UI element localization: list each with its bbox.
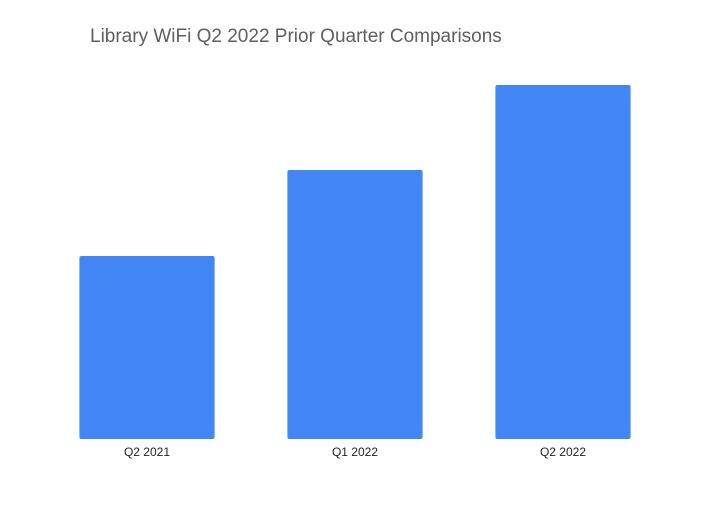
chart-title: Library WiFi Q2 2022 Prior Quarter Compa… xyxy=(90,26,502,47)
bar xyxy=(495,85,631,439)
x-tick-label: Q2 2022 xyxy=(540,445,586,459)
bar xyxy=(79,256,215,439)
x-tick-label: Q2 2021 xyxy=(124,445,170,459)
x-tick-label: Q1 2022 xyxy=(332,445,378,459)
bar xyxy=(287,170,423,439)
